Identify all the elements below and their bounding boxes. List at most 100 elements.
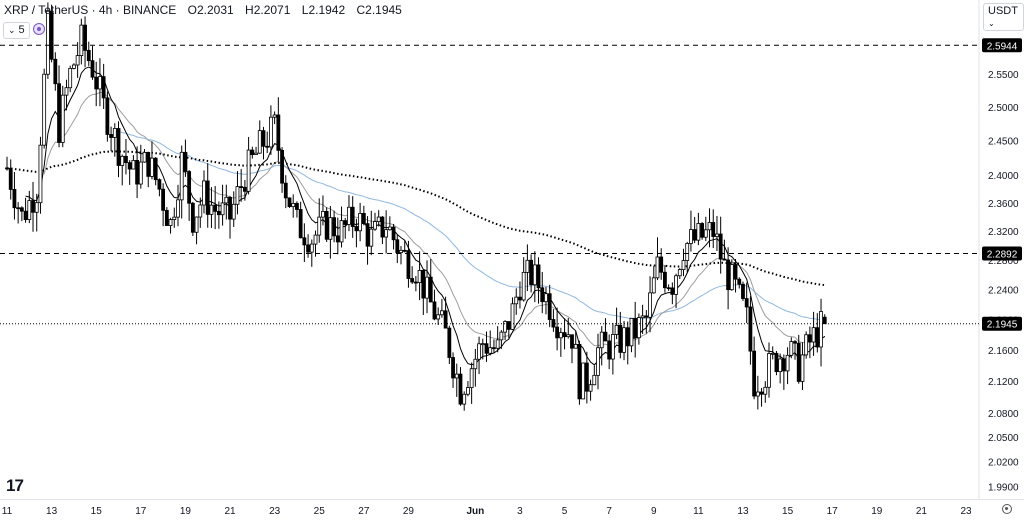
y-tick-label: 2.4500 [988,137,1019,148]
candle [60,85,65,148]
tradingview-logo[interactable]: 17 [6,476,24,495]
candle-body [101,76,106,99]
candle [744,282,749,324]
candle [27,190,32,224]
candle-body [283,182,288,199]
candle-body [172,216,177,220]
candle-body [737,278,742,285]
candle [703,216,708,242]
candle [98,58,102,107]
candle-body [235,186,240,205]
candle [369,210,374,256]
candle [402,240,407,253]
price-tag: 2.5944 [982,38,1022,53]
candle [413,275,418,292]
close-value: 2.1945 [365,3,402,17]
candle [373,212,377,231]
y-tick-label: 2.5500 [988,70,1019,81]
candle-body [317,216,322,236]
candle-body [410,278,415,283]
y-tick-label: 2.1600 [988,346,1019,357]
candle-body [131,159,136,170]
candle-body [648,292,652,318]
candle-body [19,207,24,212]
x-tick-label: 13 [737,506,749,517]
candle [317,198,322,243]
candle-body [272,114,277,118]
low-value: 2.1942 [308,3,346,17]
y-tick-label: 2.3600 [988,199,1019,210]
candle [12,171,17,220]
currency-selector[interactable]: USDT ⌄ [983,3,1024,31]
ma-line-blue [118,131,825,320]
event-marker-icon[interactable] [33,23,45,35]
candle [254,146,258,155]
candle-body [796,342,801,382]
candle-body [447,327,452,358]
candle-body [135,159,139,185]
candle [562,318,567,350]
candle [436,307,441,325]
candle-body [596,347,600,376]
ohlc-low: L2.1942 [302,3,345,17]
candle-body [187,171,192,204]
candle [172,207,177,228]
candle [566,318,571,339]
candle [90,45,95,80]
candle [306,234,310,258]
candle-body [257,130,262,154]
candle-body [711,222,716,237]
chevron-down-icon: ⌄ [8,25,16,35]
candle-body [209,204,214,215]
gear-icon[interactable] [1002,504,1012,514]
candle-body [506,321,511,330]
candle [640,304,645,334]
candle [298,201,303,239]
candle-body [644,315,649,318]
chevron-down-icon: ⌄ [988,19,995,28]
candle-body [179,151,184,201]
x-tick-label: 17 [135,506,147,517]
candle [778,353,783,384]
candle [16,202,21,224]
candle [387,216,392,231]
candle [190,201,195,236]
y-tick-label: 2.1200 [988,377,1019,388]
candle-body [663,271,667,289]
candle-body [202,180,206,206]
candle [395,234,400,264]
candle-body [350,206,355,227]
candle [391,223,396,250]
candle [625,321,630,365]
candle-body [231,203,236,220]
candle-body [514,296,519,305]
candle-body [715,233,719,237]
candle [86,41,91,66]
candle-body [759,391,764,395]
candle [57,65,61,148]
candle [581,362,586,400]
candle [610,322,615,375]
candle-body [767,353,771,388]
candle [770,346,775,360]
candle [146,151,151,188]
candle-body [38,144,43,204]
candle-body [555,326,560,339]
candle [161,183,166,227]
candle [785,347,790,385]
x-tick-label: 9 [651,506,657,517]
candle [19,206,24,222]
candle [105,91,110,142]
last-price-tag: 2.1945 [982,316,1022,331]
candle [153,157,158,186]
candle-body [291,202,296,208]
candle-body [532,264,537,286]
candle [45,2,50,79]
candle-body [384,229,389,238]
symbol-title[interactable]: XRP / TetherUS · 4h · BINANCE [4,3,177,17]
x-tick-label: 19 [180,506,192,517]
candle-body [406,250,411,279]
candle-body [220,202,225,216]
indicators-toggle-button[interactable]: ⌄ 5 [3,22,30,39]
